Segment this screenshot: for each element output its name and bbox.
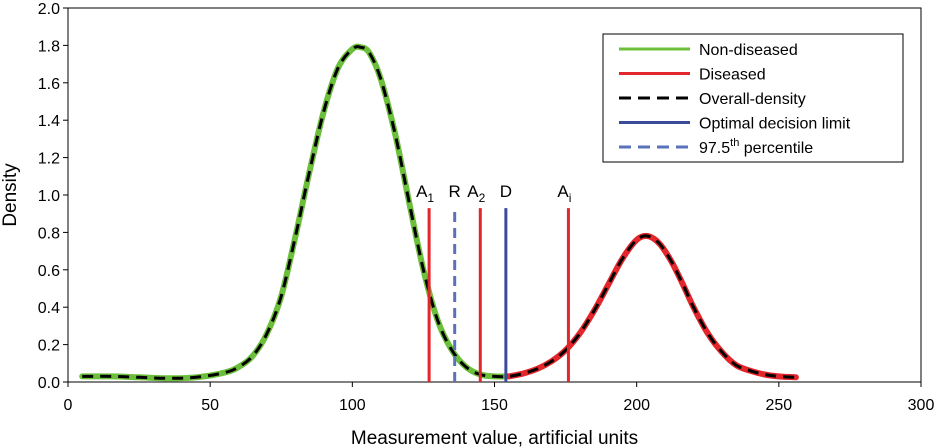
- y-tick-label: 0.0: [38, 375, 60, 392]
- threshold-label-a1: A1: [416, 182, 434, 205]
- legend-label-diseased: Diseased: [699, 67, 766, 84]
- y-tick-label: 0.4: [38, 300, 60, 317]
- threshold-lines: A1 R A2 D Ai: [416, 182, 571, 382]
- x-tick-label: 0: [64, 397, 73, 414]
- y-tick-label: 1.4: [38, 113, 60, 130]
- x-tick-label: 250: [765, 397, 792, 414]
- threshold-label-main: A: [467, 182, 479, 201]
- axis-ticks: 0 50 100 150 200 250 300 0.0 0.2 0.4 0.6 0.8 1.0 1.2 1…: [38, 1, 935, 414]
- y-tick-label: 1.0: [38, 188, 60, 205]
- legend-box: [602, 33, 904, 163]
- series-line-diseased: [505, 232, 799, 381]
- threshold-label-main: R: [449, 182, 461, 201]
- x-tick-label: 150: [481, 397, 508, 414]
- threshold-label-d: D: [500, 182, 512, 201]
- x-tick-label: 50: [201, 397, 219, 414]
- legend-label-superscript: th: [730, 137, 739, 149]
- legend-label-overall-density: Overall-density: [699, 91, 806, 108]
- threshold-label-subscript: 2: [479, 191, 486, 205]
- threshold-label-main: A: [557, 182, 569, 201]
- series-line-non-diseased: [79, 43, 512, 382]
- series-line-overall-density: [82, 45, 796, 380]
- x-tick-label: 200: [623, 397, 650, 414]
- x-axis-title: Measurement value, artificial units: [351, 428, 638, 448]
- legend-label-rest: percentile: [739, 140, 813, 157]
- legend-label-main: Diseased: [699, 67, 766, 84]
- y-tick-label: 1.8: [38, 38, 60, 55]
- y-tick-label: 0.2: [38, 338, 60, 355]
- y-tick-label: 0.8: [38, 225, 60, 242]
- legend: Non-diseased Diseased Overall-density Optim…: [602, 33, 904, 163]
- y-tick-label: 1.6: [38, 76, 60, 93]
- series-layer: [79, 43, 799, 382]
- y-tick-label: 2.0: [38, 1, 60, 18]
- y-axis-title: Density: [0, 163, 21, 227]
- legend-label-97-5: 97.5th percentile: [699, 137, 813, 157]
- threshold-label-main: A: [416, 182, 428, 201]
- y-tick-label: 0.6: [38, 263, 60, 280]
- threshold-label-subscript: 1: [427, 191, 434, 205]
- y-tick-label: 1.2: [38, 151, 60, 168]
- legend-label-main: 97.5: [699, 140, 730, 157]
- threshold-label-ai: Ai: [557, 182, 571, 205]
- threshold-label-a2: A2: [467, 182, 485, 205]
- threshold-label-subscript: i: [569, 191, 572, 205]
- threshold-label-main: D: [500, 182, 512, 201]
- x-tick-label: 300: [908, 397, 935, 414]
- legend-label-main: Overall-density: [699, 91, 806, 108]
- x-tick-label: 100: [339, 397, 366, 414]
- threshold-label-r: R: [449, 182, 461, 201]
- legend-label-main: Non-diseased: [699, 42, 798, 59]
- legend-label-non-diseased: Non-diseased: [699, 42, 798, 59]
- legend-label-main: Optimal decision limit: [699, 116, 851, 133]
- legend-label-optimal-decision-limit: Optimal decision limit: [699, 116, 851, 133]
